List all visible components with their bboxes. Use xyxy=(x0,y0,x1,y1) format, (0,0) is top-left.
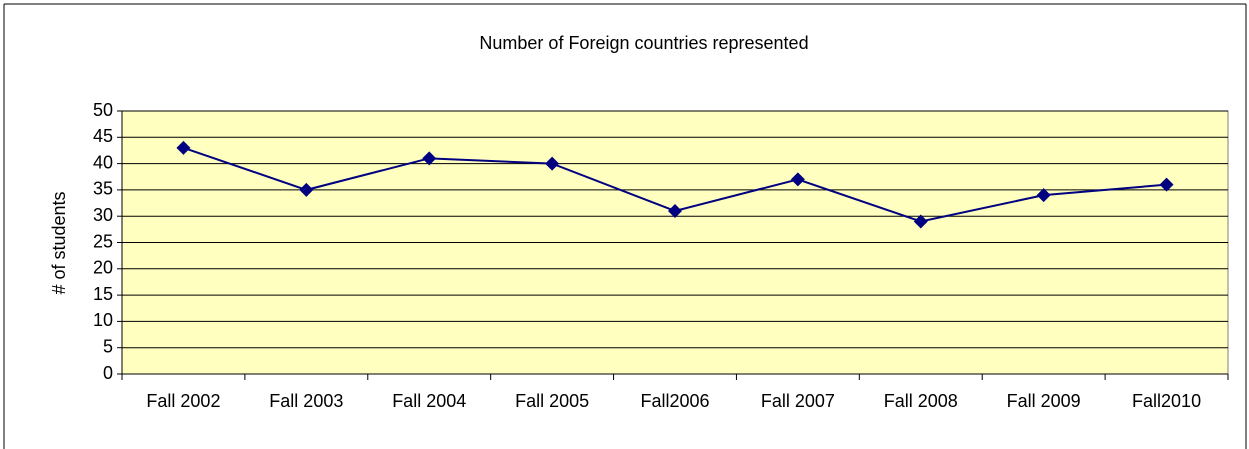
marker xyxy=(1159,177,1174,192)
x-tick-label: Fall2010 xyxy=(1132,391,1201,411)
y-tick-label: 20 xyxy=(93,258,113,278)
x-tick-label: Fall 2008 xyxy=(884,391,958,411)
y-tick-label: 35 xyxy=(93,179,113,199)
marker xyxy=(545,156,560,171)
y-tick-label: 30 xyxy=(93,205,113,225)
y-tick-label: 10 xyxy=(93,310,113,330)
x-tick-label: Fall 2004 xyxy=(392,391,466,411)
y-tick-label: 15 xyxy=(93,284,113,304)
marker xyxy=(1036,188,1051,203)
y-tick-label: 25 xyxy=(93,231,113,251)
x-tick-label: Fall2006 xyxy=(640,391,709,411)
marker xyxy=(668,203,682,218)
x-tick-label: Fall 2009 xyxy=(1007,391,1081,411)
y-tick-label: 40 xyxy=(93,152,113,172)
x-tick-label: Fall 2005 xyxy=(515,391,589,411)
y-axis-label: # of students xyxy=(49,191,69,294)
marker xyxy=(299,182,314,197)
y-tick-label: 0 xyxy=(103,363,113,383)
y-tick-label: 5 xyxy=(103,336,113,356)
marker xyxy=(422,151,437,166)
marker xyxy=(176,140,191,155)
chart-title: Number of Foreign countries represented xyxy=(479,33,808,53)
x-tick-label: Fall 2007 xyxy=(761,391,835,411)
x-tick-label: Fall 2002 xyxy=(146,391,220,411)
marker xyxy=(913,214,928,229)
x-tick-label: Fall 2003 xyxy=(269,391,343,411)
y-tick-label: 50 xyxy=(93,100,113,120)
marker xyxy=(790,172,805,187)
y-tick-label: 45 xyxy=(93,126,113,146)
